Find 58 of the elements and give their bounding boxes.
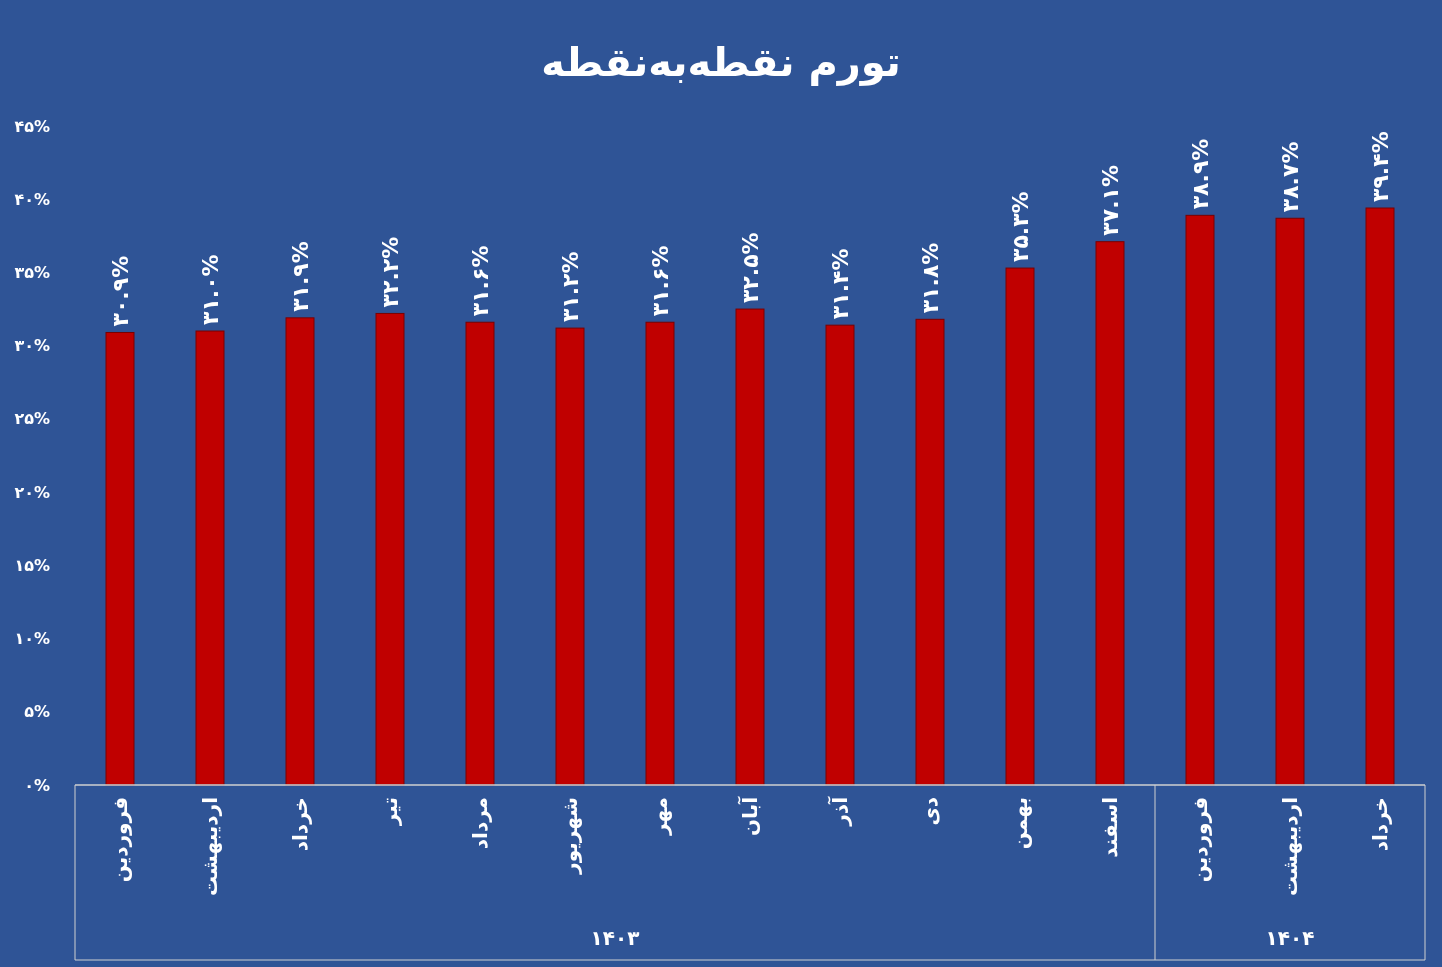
data-label: ۳۱.۸% (917, 242, 943, 314)
bar (645, 321, 675, 786)
bar (1365, 207, 1395, 786)
x-tick-label: اردیبهشت (1278, 797, 1302, 897)
x-tick-label: فروردین (1188, 797, 1212, 883)
bar (465, 321, 495, 786)
x-tick-label: آذر (827, 795, 852, 827)
chart-title: تورم نقطه‌به‌نقطه (541, 39, 901, 86)
data-label: ۳۱.۲% (557, 251, 583, 323)
x-tick-label: دی (918, 797, 942, 826)
bar (375, 312, 405, 786)
data-label: ۳۲.۲% (377, 236, 403, 308)
y-tick-label: ۲۰% (14, 482, 50, 502)
x-tick-label: اردیبهشت (198, 797, 222, 897)
y-tick-label: ۳۰% (14, 336, 50, 356)
y-tick-label: ۲۵% (14, 409, 50, 429)
x-tick-label: شهریور (558, 797, 582, 875)
x-tick-label: خرداد (1368, 797, 1392, 852)
y-tick-label: ۴۵% (14, 116, 50, 136)
bar (915, 318, 945, 786)
y-tick-label: ۱۰% (14, 629, 50, 649)
y-tick-label: ۵% (24, 702, 50, 722)
x-tick-label: بهمن (1008, 797, 1032, 850)
data-label: ۳۲.۵% (737, 232, 763, 304)
bar (1185, 214, 1215, 786)
data-label: ۳۱.۴% (827, 248, 853, 320)
x-tick-label: مهر (648, 797, 672, 837)
bar (105, 331, 135, 786)
bar (195, 330, 225, 786)
text: ۱۴۰۳ (590, 926, 640, 950)
x-tick-label: خرداد (288, 797, 312, 852)
data-label: ۳۷.۱% (1097, 165, 1123, 236)
data-label: ۳۵.۳% (1007, 191, 1033, 263)
bar (735, 308, 765, 786)
y-tick-label: ۱۵% (14, 555, 50, 575)
x-tick-label: اسفند (1098, 797, 1122, 858)
bar (555, 327, 585, 786)
x-tick-label: تیر (378, 797, 402, 827)
data-label: ۳۱.۶% (647, 245, 673, 317)
data-label: ۳۹.۴% (1367, 131, 1393, 203)
data-label: ۳۱.۰% (197, 254, 223, 326)
y-tick-label: ۰% (24, 775, 50, 795)
bar (1095, 241, 1125, 786)
y-tick-label: ۳۵% (14, 262, 50, 282)
bar (1005, 267, 1035, 786)
text: ۱۴۰۴ (1265, 926, 1315, 950)
data-label: ۳۰.۹% (107, 255, 133, 327)
bar (825, 324, 855, 786)
x-tick-label: فروردین (108, 797, 132, 883)
data-label: ۳۱.۹% (287, 241, 313, 312)
bar (285, 317, 315, 786)
bar (1275, 217, 1305, 786)
data-label: ۳۸.۷% (1277, 141, 1303, 213)
y-tick-label: ۴۰% (14, 189, 50, 209)
data-label: ۳۸.۹% (1187, 138, 1213, 210)
x-tick-label: آبان (737, 795, 762, 836)
data-label: ۳۱.۶% (467, 245, 493, 317)
x-tick-label: مرداد (468, 797, 492, 850)
